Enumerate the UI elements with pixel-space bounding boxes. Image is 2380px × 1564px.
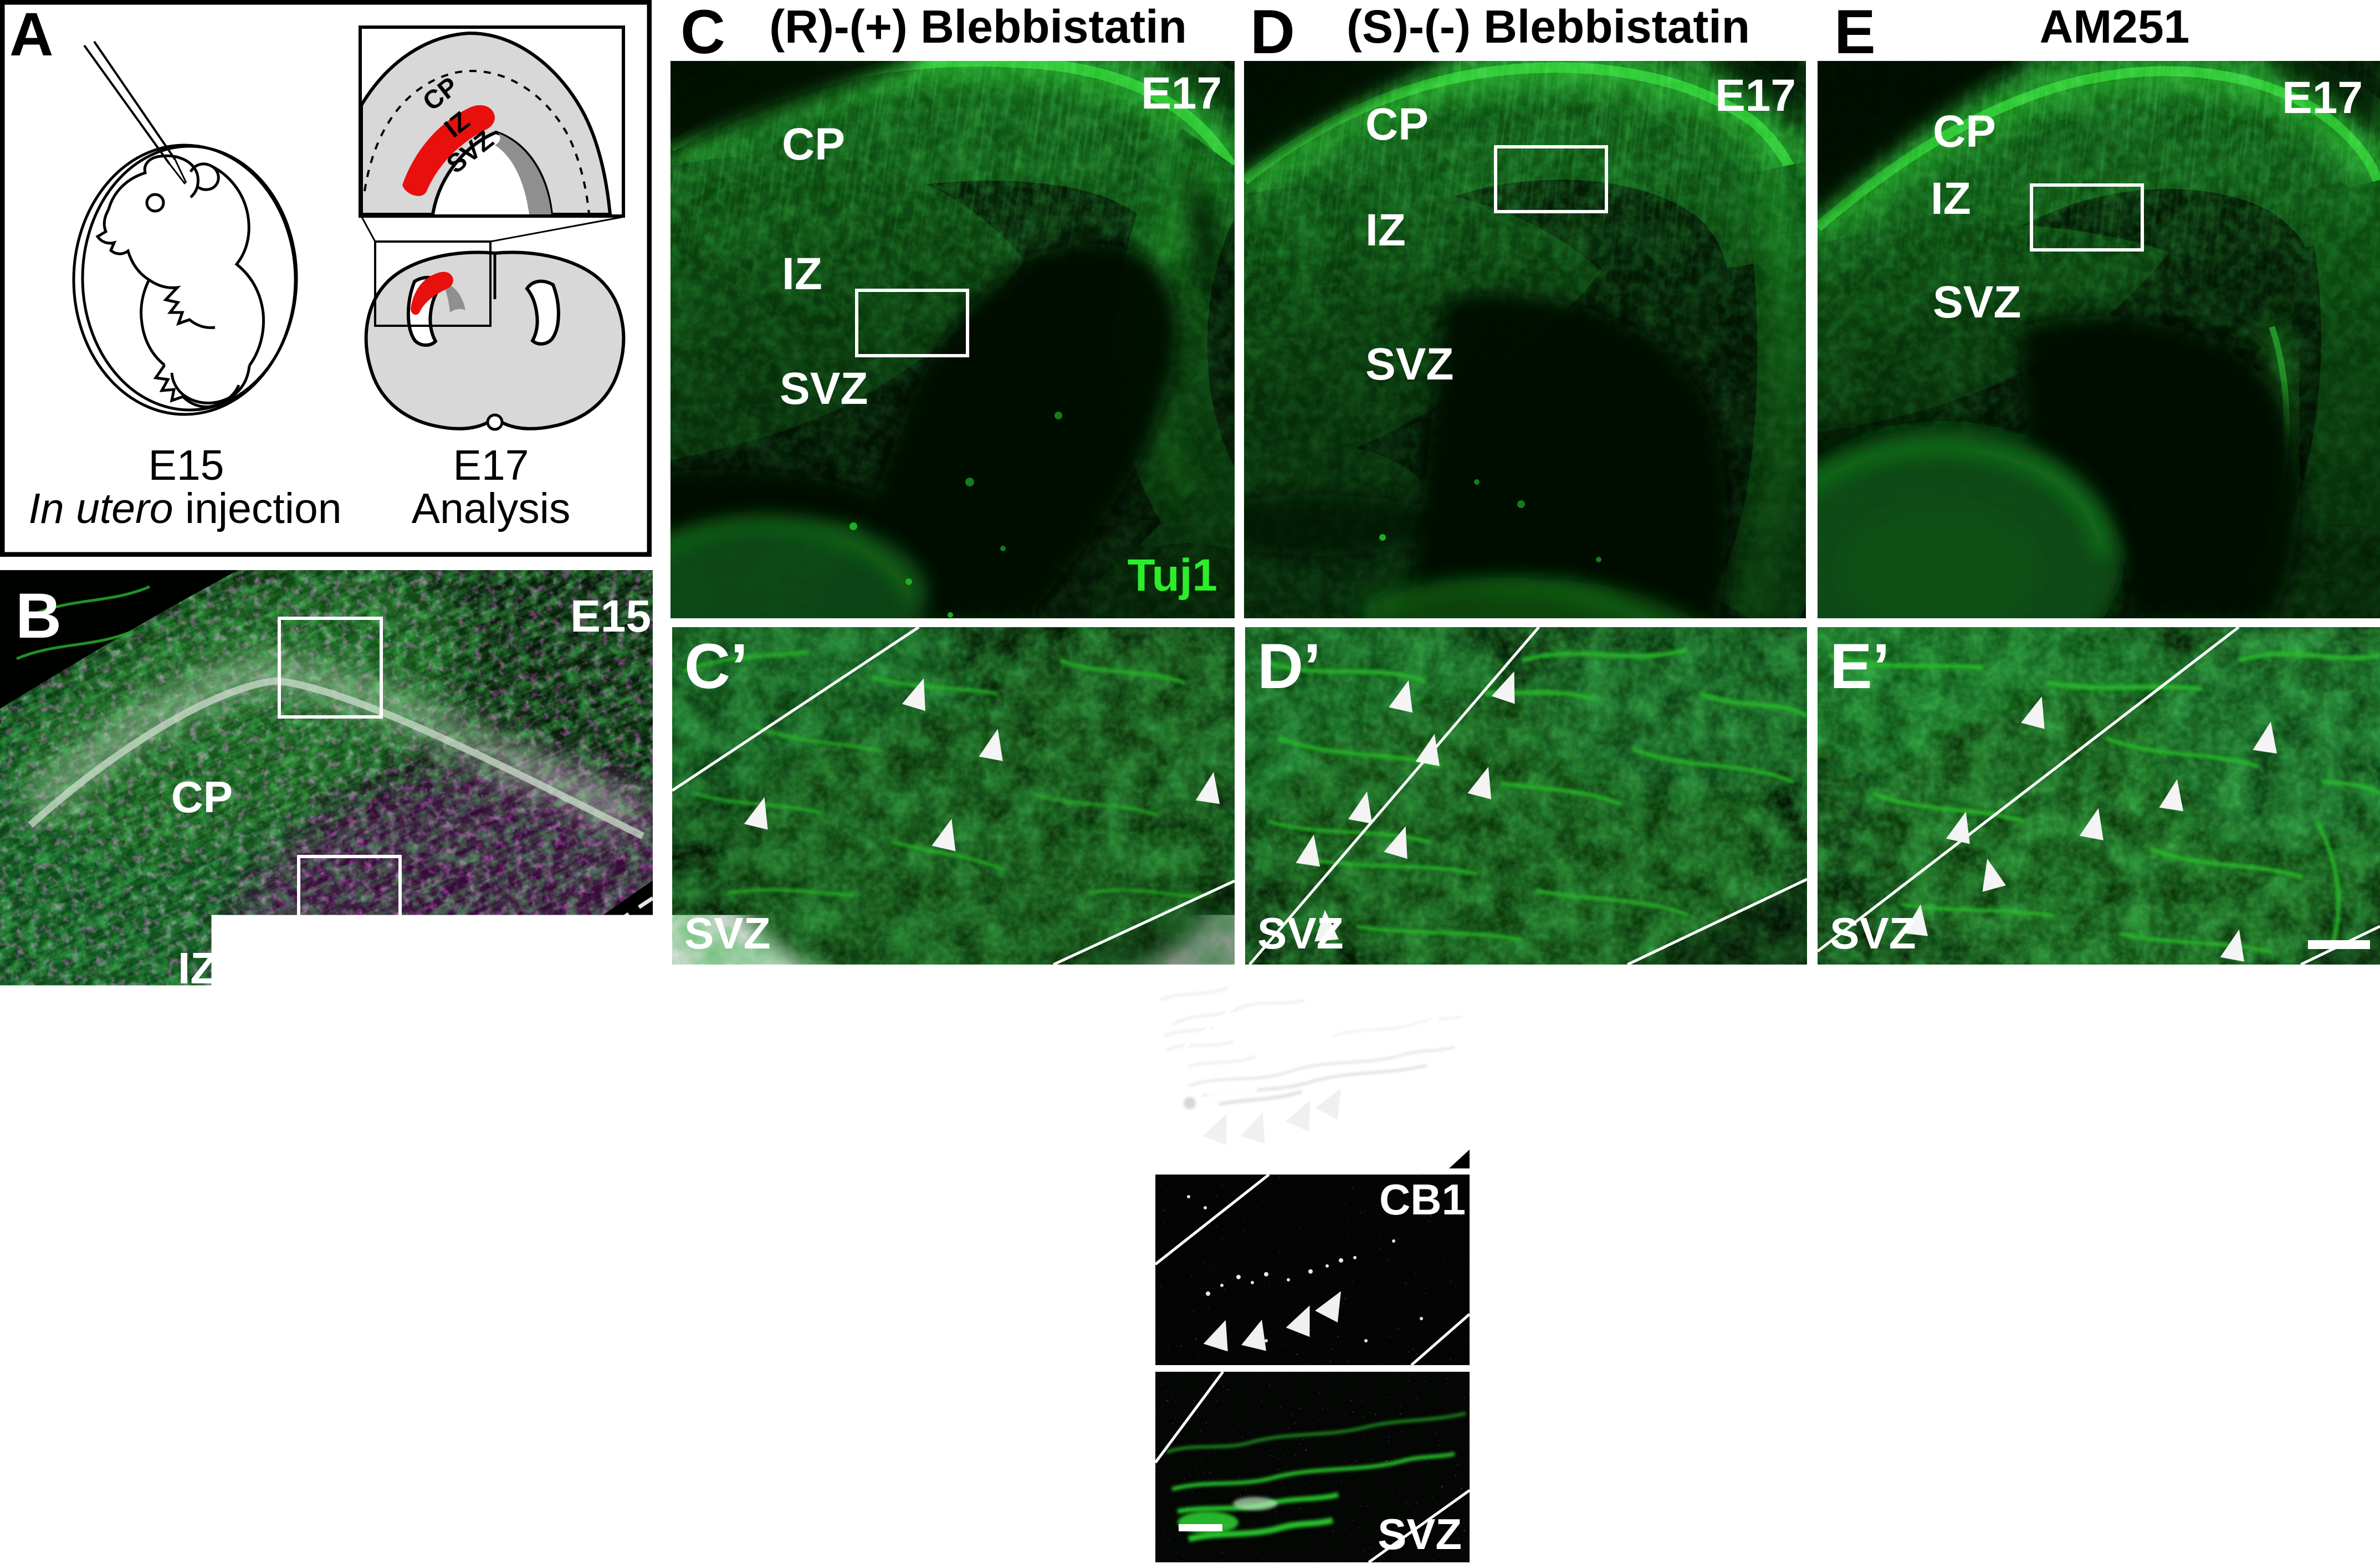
svg-text:E’: E’ — [1830, 631, 1890, 702]
svg-text:Analysis: Analysis — [412, 485, 571, 532]
svg-text:E17: E17 — [453, 442, 529, 489]
svg-text:CP: CP — [1933, 106, 1996, 157]
svg-text:Tuj1: Tuj1 — [547, 1118, 635, 1167]
svg-text:the SVZ (% of no treatment): the SVZ (% of no treatment) — [1538, 1034, 1579, 1514]
svg-text:Tuj1: Tuj1 — [1128, 550, 1217, 601]
svg-text:IZ: IZ — [178, 943, 217, 993]
svg-text:D’: D’ — [1257, 631, 1321, 702]
svg-text:CP: CP — [1365, 99, 1429, 150]
svg-text:Blebb: Blebb — [1962, 1508, 2064, 1549]
svg-text:CP: CP — [782, 119, 845, 170]
svg-text:B’: B’ — [11, 1234, 75, 1305]
svg-text:SVZ: SVZ — [780, 363, 868, 414]
svg-text:CP: CP — [171, 772, 233, 822]
svg-text:E17: E17 — [2282, 73, 2363, 123]
svg-text:E17: E17 — [1715, 70, 1796, 121]
svg-text:SVZ: SVZ — [684, 909, 771, 958]
svg-text:n=8: n=8 — [2126, 1406, 2182, 1443]
svg-text:150: 150 — [1577, 1198, 1637, 1239]
svg-text:IZ: IZ — [902, 1291, 932, 1329]
svg-text:A: A — [9, 1, 53, 69]
svg-text:B’’: B’’ — [341, 1234, 421, 1305]
svg-text:IZ: IZ — [1365, 205, 1406, 255]
svg-text:E15: E15 — [570, 591, 651, 642]
svg-text:C’: C’ — [684, 631, 748, 702]
svg-text:CB1: CB1 — [685, 1501, 765, 1546]
svg-text:IZ: IZ — [1931, 173, 1971, 224]
svg-text:SVZ: SVZ — [209, 1112, 296, 1161]
svg-text:200: 200 — [1577, 1121, 1637, 1162]
svg-text:Tuj-1 positive axons in: Tuj-1 positive axons in — [1501, 1079, 1542, 1470]
svg-text:AM251: AM251 — [2236, 1487, 2354, 1528]
svg-text:Blebb: Blebb — [1821, 1508, 1923, 1549]
svg-text:SVZ: SVZ — [1257, 909, 1344, 958]
svg-text:**: ** — [2206, 1122, 2243, 1176]
svg-text:n=9: n=9 — [2266, 1406, 2323, 1443]
svg-text:0: 0 — [1617, 1429, 1637, 1470]
svg-text:F: F — [683, 986, 720, 1055]
svg-text:n=6: n=6 — [1844, 1406, 1901, 1443]
svg-text:G: G — [1497, 985, 1542, 1050]
svg-text:SVZ: SVZ — [904, 1505, 971, 1543]
svg-text:**: ** — [1995, 999, 2032, 1053]
svg-text:n=7: n=7 — [1703, 1406, 1760, 1443]
svg-text:SVZ: SVZ — [1830, 909, 1916, 958]
svg-text:IZ: IZ — [782, 249, 822, 299]
svg-text:CB1: CB1 — [1379, 1175, 1466, 1224]
svg-text:E15: E15 — [148, 442, 224, 489]
svg-text:SVZ: SVZ — [1933, 277, 2021, 327]
svg-text:treatment: treatment — [1649, 1508, 1815, 1549]
svg-text:E17: E17 — [1141, 68, 1222, 119]
svg-text:Tuj1: Tuj1 — [687, 1458, 764, 1501]
svg-text:100: 100 — [1577, 1275, 1637, 1316]
svg-text:E17: E17 — [1059, 981, 1132, 1027]
svg-text:Tuj1: Tuj1 — [1380, 978, 1466, 1025]
svg-text:SVZ: SVZ — [1365, 339, 1453, 389]
svg-text:In utero injection: In utero injection — [28, 485, 341, 532]
svg-text:***: *** — [1845, 1038, 1901, 1091]
svg-text:50: 50 — [1597, 1352, 1637, 1393]
svg-text:CB1: CB1 — [553, 1166, 642, 1215]
svg-text:SVZ: SVZ — [1378, 1510, 1462, 1558]
svg-text:CP: CP — [904, 1004, 951, 1042]
svg-text:***: *** — [1915, 1073, 1971, 1126]
svg-text:vehicle: vehicle — [2092, 1487, 2216, 1528]
svg-text:B: B — [16, 581, 62, 652]
svg-text:n=5: n=5 — [1985, 1406, 2041, 1443]
